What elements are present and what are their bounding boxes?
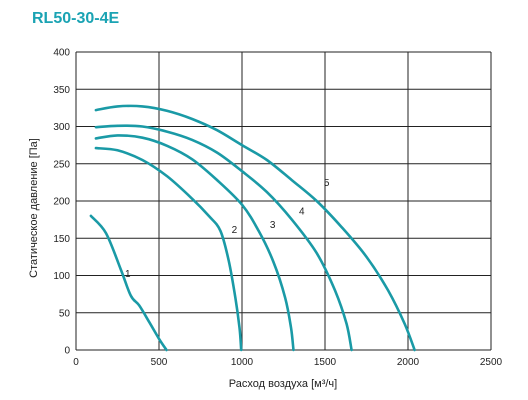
y-axis-label: Статическое давление [Па]	[28, 138, 40, 278]
y-tick-label: 200	[53, 197, 70, 208]
y-tick-label: 100	[53, 271, 70, 282]
curve-label-1: 1	[125, 269, 131, 280]
performance-curves: 1 2 3 4 5	[89, 104, 416, 352]
curve-label-2: 2	[232, 225, 238, 236]
y-tick-label: 400	[53, 48, 70, 59]
y-tick-label: 300	[53, 122, 70, 133]
x-axis-label: Расход воздуха [м³/ч]	[229, 378, 337, 390]
chart-title: RL50-30-4E	[32, 10, 119, 27]
x-tick-label: 2000	[397, 357, 420, 368]
x-tick-label: 1000	[231, 357, 254, 368]
y-tick-label: 250	[53, 159, 70, 170]
curve-4	[94, 124, 353, 352]
curve-5	[94, 104, 416, 352]
curve-1	[89, 214, 168, 352]
x-tick-label: 2500	[480, 357, 503, 368]
grid	[75, 51, 492, 351]
x-tick-label: 1500	[314, 357, 337, 368]
y-tick-label: 150	[53, 234, 70, 245]
curve-label-5: 5	[324, 178, 330, 189]
curve-3	[94, 134, 295, 352]
tick-labels: 0 500 1000 1500 2000 250005010015020025030035…	[53, 48, 502, 369]
curve-label-3: 3	[270, 220, 276, 231]
curve-label-4: 4	[299, 207, 305, 218]
x-tick-label: 0	[73, 357, 79, 368]
x-tick-label: 500	[151, 357, 168, 368]
curve-2	[94, 146, 243, 352]
y-tick-label: 0	[64, 346, 70, 357]
y-tick-label: 350	[53, 85, 70, 96]
y-tick-label: 50	[59, 308, 71, 319]
